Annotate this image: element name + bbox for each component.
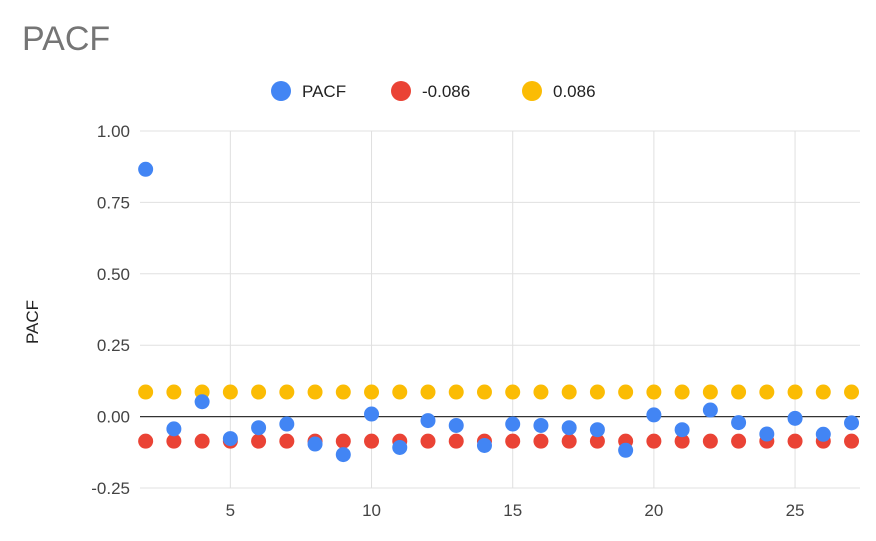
data-point-pacf [589,422,605,438]
data-point-pacf [646,407,662,423]
data-point-upper-bound [702,384,718,400]
data-point-upper-bound [561,384,577,400]
data-point-lower-bound [646,433,662,449]
x-tick-label: 25 [786,501,805,520]
data-point-upper-bound [251,384,267,400]
y-tick-label: 1.00 [97,122,130,141]
data-point-lower-bound [731,433,747,449]
x-tick-label: 10 [362,501,381,520]
data-point-pacf [674,422,690,438]
data-point-lower-bound [251,433,267,449]
data-point-upper-bound [420,384,436,400]
data-point-upper-bound [759,384,775,400]
legend-item-lower-bound[interactable]: -0.086 [391,81,470,101]
legend-marker [271,81,291,101]
y-tick-label: -0.25 [91,479,130,498]
data-point-upper-bound [844,384,860,400]
legend-label: 0.086 [553,82,596,101]
data-point-upper-bound [646,384,662,400]
data-point-upper-bound [505,384,521,400]
legend-item-pacf[interactable]: PACF [271,81,346,101]
data-point-pacf [279,416,295,432]
data-point-pacf [561,420,577,436]
data-point-upper-bound [392,384,408,400]
data-point-lower-bound [194,433,210,449]
data-point-upper-bound [335,384,351,400]
data-point-upper-bound [787,384,803,400]
legend: PACF -0.086 0.086 [271,81,596,101]
data-point-lower-bound [335,433,351,449]
data-point-pacf [251,420,267,436]
data-point-pacf [618,442,634,458]
data-point-pacf [307,436,323,452]
data-point-lower-bound [787,433,803,449]
data-point-lower-bound [844,433,860,449]
data-point-pacf [844,415,860,431]
x-tick-label: 5 [226,501,235,520]
data-point-lower-bound [505,433,521,449]
data-point-upper-bound [731,384,747,400]
data-point-pacf [222,431,238,447]
data-point-upper-bound [364,384,380,400]
data-point-pacf [138,161,154,177]
data-point-lower-bound [533,433,549,449]
data-point-upper-bound [222,384,238,400]
data-point-pacf [533,417,549,433]
data-point-pacf [194,394,210,410]
data-point-lower-bound [674,433,690,449]
grid-layer [140,130,860,489]
data-point-pacf [166,421,182,437]
data-point-lower-bound [420,433,436,449]
data-point-pacf [759,426,775,442]
data-point-pacf [787,410,803,426]
data-point-pacf [364,406,380,422]
axis-layer: -0.25 0.00 0.25 0.50 0.75 1.00 5 10 15 20 25 [91,122,860,520]
chart-title: PACF [22,20,111,58]
data-point-pacf [505,416,521,432]
y-tick-label: 0.00 [97,408,130,427]
data-point-lower-bound [364,433,380,449]
data-point-lower-bound [138,433,154,449]
data-point-lower-bound [166,433,182,449]
data-point-upper-bound [674,384,690,400]
data-point-lower-bound [279,433,295,449]
y-axis-label: PACF [23,300,42,344]
data-point-pacf [731,415,747,431]
data-point-lower-bound [589,433,605,449]
data-point-pacf [335,447,351,463]
data-point-lower-bound [448,433,464,449]
points-layer [138,161,860,463]
legend-marker [522,81,542,101]
data-point-pacf [702,402,718,418]
data-point-upper-bound [815,384,831,400]
y-tick-label: 0.75 [97,193,130,212]
data-point-pacf [448,417,464,433]
data-point-upper-bound [533,384,549,400]
data-point-upper-bound [448,384,464,400]
data-point-pacf [420,413,436,429]
data-point-upper-bound [138,384,154,400]
legend-marker [391,81,411,101]
y-tick-label: 0.25 [97,336,130,355]
data-point-upper-bound [307,384,323,400]
x-tick-label: 20 [644,501,663,520]
data-point-pacf [392,439,408,455]
legend-label: PACF [302,82,346,101]
data-point-upper-bound [166,384,182,400]
legend-item-upper-bound[interactable]: 0.086 [522,81,596,101]
legend-label: -0.086 [422,82,470,101]
data-point-upper-bound [279,384,295,400]
data-point-upper-bound [476,384,492,400]
x-tick-label: 15 [503,501,522,520]
data-point-lower-bound [702,433,718,449]
data-point-pacf [815,426,831,442]
data-point-lower-bound [561,433,577,449]
y-tick-label: 0.50 [97,265,130,284]
data-point-pacf [476,437,492,453]
data-point-upper-bound [589,384,605,400]
data-point-upper-bound [618,384,634,400]
